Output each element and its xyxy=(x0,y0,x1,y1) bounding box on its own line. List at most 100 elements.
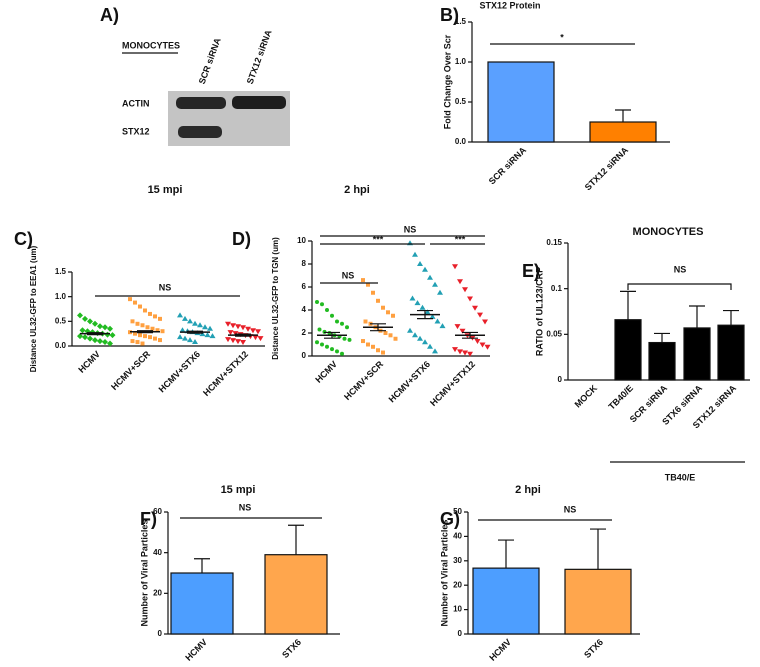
data-point xyxy=(427,343,433,349)
sem-bar xyxy=(137,330,153,334)
error-bar xyxy=(498,539,514,569)
significance-bracket xyxy=(627,283,732,290)
data-point xyxy=(330,313,334,318)
x-tick-label: HCMV+STX6 xyxy=(387,359,432,404)
sem-bar xyxy=(462,331,478,339)
data-point xyxy=(209,333,216,339)
data-point xyxy=(225,337,231,343)
chart-title: 15 mpi xyxy=(221,484,256,496)
data-point xyxy=(454,324,461,330)
x-tick-label: HCMV+STX6 xyxy=(157,349,202,394)
y-tick-label: 1.5 xyxy=(455,17,467,26)
data-point xyxy=(143,334,147,339)
panel-label: G) xyxy=(440,509,460,529)
data-point xyxy=(335,319,339,324)
data-point xyxy=(345,325,349,330)
panel-label: E) xyxy=(522,261,540,281)
data-point xyxy=(472,305,478,311)
data-point xyxy=(255,329,261,335)
data-point xyxy=(182,335,188,341)
x-tick-label: STX6 xyxy=(280,637,303,660)
data-point xyxy=(479,342,486,348)
annotation: NS xyxy=(674,264,687,274)
y-tick-label: 40 xyxy=(153,548,162,557)
lane-label: SCR siRNA xyxy=(197,36,223,85)
data-point xyxy=(153,314,157,319)
data-point xyxy=(143,308,147,313)
data-point xyxy=(437,289,443,295)
data-point xyxy=(393,336,398,341)
data-point xyxy=(320,342,324,347)
data-point xyxy=(363,319,368,324)
data-point xyxy=(202,324,208,330)
data-point xyxy=(340,351,344,356)
y-axis-label: Distance UL32-GFP to TGN (um) xyxy=(271,237,280,360)
data-point xyxy=(130,319,135,324)
panel-label: F) xyxy=(140,509,157,529)
bar xyxy=(170,572,234,635)
data-point xyxy=(330,347,334,352)
y-tick-label: 60 xyxy=(153,507,162,516)
y-tick-label: 10 xyxy=(297,236,306,245)
data-point xyxy=(412,332,418,338)
data-point xyxy=(342,336,347,341)
data-point xyxy=(366,282,370,287)
data-point xyxy=(361,339,365,344)
band xyxy=(232,96,286,109)
data-point xyxy=(257,336,264,342)
annotation: NS xyxy=(404,224,417,234)
data-point xyxy=(315,299,319,304)
data-point xyxy=(82,334,88,341)
data-point xyxy=(133,300,137,305)
data-point xyxy=(82,315,88,322)
data-point xyxy=(419,304,426,310)
x-tick-label: HCMV xyxy=(76,349,102,375)
data-point xyxy=(92,320,98,327)
y-tick-label: 1.0 xyxy=(455,57,467,66)
data-point xyxy=(182,315,188,321)
data-point xyxy=(77,333,83,340)
sem-bar xyxy=(370,323,386,332)
data-point xyxy=(187,337,193,343)
data-point xyxy=(133,331,137,336)
data-point xyxy=(153,336,157,341)
data-point xyxy=(245,326,251,332)
y-axis-label: RATIO of UL123/CRP xyxy=(534,267,544,356)
error-bar xyxy=(615,109,631,122)
data-point xyxy=(427,274,433,280)
data-point xyxy=(179,327,186,333)
y-tick-label: 0.0 xyxy=(455,137,467,146)
band-label: STX12 xyxy=(122,126,150,136)
data-point xyxy=(412,251,418,257)
annotation: * xyxy=(560,32,564,42)
data-point xyxy=(148,311,152,316)
y-tick-label: 0 xyxy=(302,351,307,360)
bar xyxy=(648,341,676,381)
data-point xyxy=(409,295,416,301)
y-tick-label: 0.1 xyxy=(551,284,563,293)
data-point xyxy=(158,316,162,321)
error-bar xyxy=(194,558,210,573)
data-point xyxy=(235,339,241,345)
y-axis-label: Fold Change Over Scr xyxy=(442,34,452,129)
data-point xyxy=(320,302,324,307)
annotation: NS xyxy=(564,504,577,514)
panel-label: C) xyxy=(14,229,33,249)
data-point xyxy=(452,264,458,270)
data-point xyxy=(376,348,380,353)
data-point xyxy=(79,327,86,334)
data-point xyxy=(407,327,413,333)
data-point xyxy=(109,332,116,339)
y-tick-label: 2 xyxy=(302,328,307,337)
data-point xyxy=(424,309,431,315)
band xyxy=(178,126,222,138)
data-point xyxy=(315,340,319,345)
data-point xyxy=(102,339,108,346)
data-point xyxy=(434,318,441,324)
y-tick-label: 50 xyxy=(453,507,462,516)
chart-title: 15 mpi xyxy=(148,184,183,196)
y-tick-label: 20 xyxy=(453,580,462,589)
data-point xyxy=(383,331,388,335)
y-tick-label: 0.5 xyxy=(455,97,467,106)
data-point xyxy=(97,323,103,330)
